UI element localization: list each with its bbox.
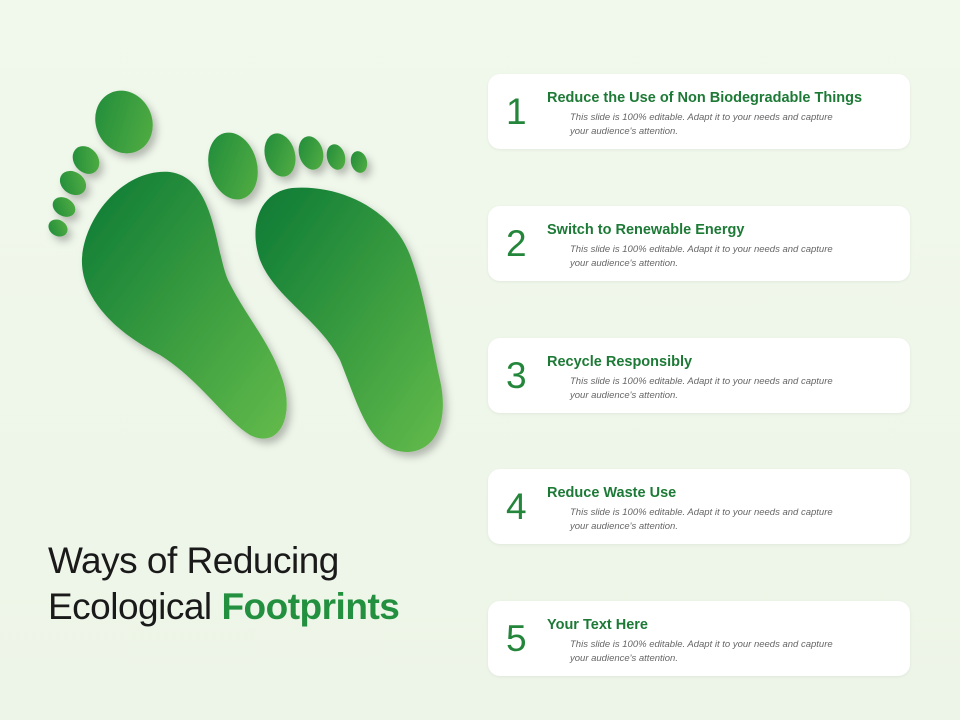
item-description: This slide is 100% editable. Adapt it to… (570, 506, 860, 534)
item-description-line-2: your audience's attention. (570, 258, 678, 269)
item-number: 5 (506, 618, 527, 659)
item-card-3: 3 Recycle Responsibly This slide is 100%… (488, 338, 910, 413)
item-card-4: 4 Reduce Waste Use This slide is 100% ed… (488, 469, 910, 544)
item-description-line-1: This slide is 100% editable. Adapt it to… (570, 507, 833, 518)
item-description: This slide is 100% editable. Adapt it to… (570, 638, 860, 666)
item-description: This slide is 100% editable. Adapt it to… (570, 243, 860, 271)
right-foot-toes (208, 132, 368, 200)
item-heading: Reduce Waste Use (547, 485, 677, 501)
item-heading: Reduce the Use of Non Biodegradable Thin… (547, 90, 863, 106)
item-description: This slide is 100% editable. Adapt it to… (570, 111, 860, 139)
item-card-5: 5 Your Text Here This slide is 100% edit… (488, 601, 910, 676)
item-card-2: 2 Switch to Renewable Energy This slide … (488, 206, 910, 281)
left-foot-sole (81, 171, 287, 439)
item-number: 3 (506, 355, 527, 396)
item-description-line-2: your audience's attention. (570, 126, 678, 137)
title-line-1: Ways of Reducing (48, 540, 339, 581)
item-description-line-2: your audience's attention. (570, 521, 678, 532)
title-line-2: Ecological Footprints (48, 584, 468, 630)
item-heading: Your Text Here (547, 617, 648, 633)
item-description: This slide is 100% editable. Adapt it to… (570, 375, 860, 403)
item-description-line-1: This slide is 100% editable. Adapt it to… (570, 639, 833, 650)
item-description-line-1: This slide is 100% editable. Adapt it to… (570, 376, 833, 387)
item-number: 1 (506, 91, 527, 132)
title-line-2-plain: Ecological (48, 586, 222, 627)
slide-title: Ways of Reducing Ecological Footprints (48, 538, 468, 630)
item-description-line-2: your audience's attention. (570, 653, 678, 664)
item-description-line-2: your audience's attention. (570, 390, 678, 401)
title-accent: Footprints (221, 586, 400, 627)
item-description-line-1: This slide is 100% editable. Adapt it to… (570, 112, 833, 123)
item-number: 4 (506, 486, 527, 527)
left-foot-toes (48, 90, 153, 237)
item-card-1: 1 Reduce the Use of Non Biodegradable Th… (488, 74, 910, 149)
right-foot-sole (255, 187, 443, 452)
item-description-line-1: This slide is 100% editable. Adapt it to… (570, 244, 833, 255)
item-heading: Switch to Renewable Energy (547, 222, 745, 238)
item-heading: Recycle Responsibly (547, 354, 693, 370)
item-number: 2 (506, 223, 527, 264)
footprints-icon (48, 90, 443, 452)
